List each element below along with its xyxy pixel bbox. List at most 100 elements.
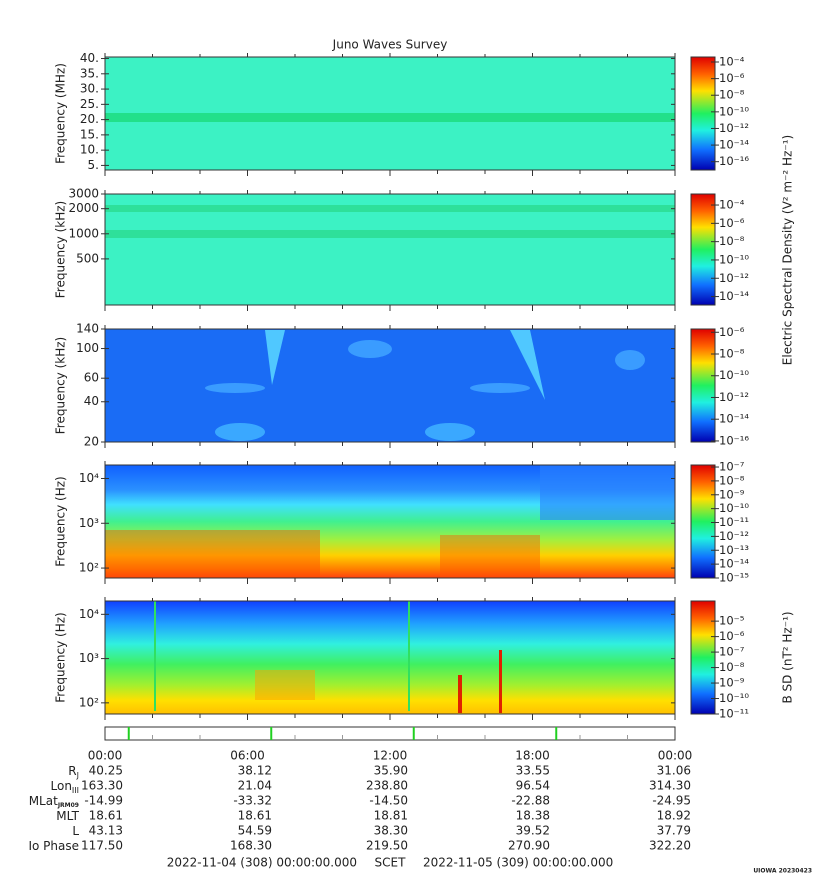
ephemeris-value: 40.25 bbox=[89, 764, 123, 778]
ephemeris-label-text: L bbox=[72, 824, 79, 838]
colorbar-tick-label: 10⁻⁸ bbox=[719, 88, 745, 102]
colorbar-tick-label: 10⁻¹⁴ bbox=[719, 138, 749, 152]
ephemeris-value: 314.30 bbox=[649, 779, 691, 793]
y-tick-label: 100 bbox=[76, 341, 99, 355]
ephemeris-value: 35.90 bbox=[374, 764, 408, 778]
y-tick-label: 30. bbox=[80, 82, 99, 96]
y-tick-label: 20. bbox=[80, 112, 99, 126]
ephemeris-value: 37.79 bbox=[657, 824, 691, 838]
colorbar-tick-label: 10⁻⁸ bbox=[719, 234, 745, 248]
colorbar-tick-label: 10⁻¹¹ bbox=[719, 707, 749, 721]
colorbar-tick-label: 10⁻⁹ bbox=[719, 676, 745, 690]
colorbar-frame bbox=[690, 464, 716, 579]
y-tick-label: 25. bbox=[80, 97, 99, 111]
colorbar-frame bbox=[690, 193, 716, 306]
ephemeris-value: -14.99 bbox=[84, 794, 123, 808]
ephemeris-value: 31.06 bbox=[657, 764, 691, 778]
ephemeris-value: -24.95 bbox=[652, 794, 691, 808]
colorbar-tick-label: 10⁻¹⁴ bbox=[719, 412, 749, 426]
colorbar-tick-label: 10⁻⁴ bbox=[719, 198, 745, 212]
colorbar-tick-label: 10⁻⁶ bbox=[719, 216, 745, 230]
y-tick-label: 2000 bbox=[68, 201, 99, 215]
colorbar-tick-label: 10⁻¹⁴ bbox=[719, 289, 749, 303]
colorbar-tick-label: 10⁻¹¹ bbox=[719, 515, 749, 529]
ephemeris-label-text: R bbox=[68, 764, 76, 778]
ephemeris-value: 18.61 bbox=[238, 809, 272, 823]
ephemeris-value: -33.32 bbox=[233, 794, 272, 808]
ephemeris-label: LonIII bbox=[51, 779, 80, 795]
y-axis-label: Frequency (MHz) bbox=[54, 63, 68, 164]
ephemeris-value: -14.50 bbox=[369, 794, 408, 808]
ephemeris-label: Io Phase bbox=[28, 839, 79, 853]
ephemeris-value: 43.13 bbox=[89, 824, 123, 838]
y-tick-label: 40 bbox=[84, 394, 99, 408]
ephemeris-value: 18.38 bbox=[516, 809, 550, 823]
ephemeris-label: MLT bbox=[56, 809, 79, 823]
colorbar-frame bbox=[690, 600, 716, 715]
colorbar-tick-label: 10⁻⁸ bbox=[719, 473, 745, 487]
colorbar-label: B SD (nT² Hz⁻¹) bbox=[781, 611, 795, 703]
ephemeris-value: 163.30 bbox=[81, 779, 123, 793]
ephemeris-value: 33.55 bbox=[516, 764, 550, 778]
y-tick-label: 35. bbox=[80, 66, 99, 80]
ephemeris-label: L bbox=[72, 824, 79, 838]
ephemeris-value: 54.59 bbox=[238, 824, 272, 838]
x-tick-label: 12:00 bbox=[373, 749, 408, 763]
colorbar-tick-label: 10⁻⁸ bbox=[719, 347, 745, 361]
colorbar-tick-label: 10⁻⁴ bbox=[719, 55, 745, 69]
ephemeris-label: MLatJRM09 bbox=[29, 794, 79, 809]
ephemeris-label-text: Io Phase bbox=[28, 839, 79, 853]
colorbar-tick-label: 10⁻¹⁵ bbox=[719, 571, 749, 585]
ephemeris-value: 38.12 bbox=[238, 764, 272, 778]
y-tick-label: 10³ bbox=[79, 516, 99, 530]
colorbars bbox=[691, 57, 715, 714]
colorbar-tick-label: 10⁻¹³ bbox=[719, 543, 749, 557]
ephemeris-value: 18.81 bbox=[374, 809, 408, 823]
ephemeris-value: 39.52 bbox=[516, 824, 550, 838]
colorbar-tick-label: 10⁻¹² bbox=[719, 529, 749, 543]
colorbar-tick-label: 10⁻¹⁰ bbox=[719, 252, 749, 266]
colorbar-frame bbox=[690, 56, 716, 171]
colorbar-tick-label: 10⁻⁷ bbox=[719, 645, 745, 659]
colorbar-tick-label: 10⁻⁸ bbox=[719, 660, 745, 674]
credit: UIOWA 20230423 bbox=[753, 868, 812, 875]
y-axis-label: Frequency (Hz) bbox=[54, 612, 68, 703]
colorbar-tick-label: 10⁻⁶ bbox=[719, 71, 745, 85]
ephemeris-label: RJ bbox=[68, 764, 79, 780]
y-tick-label: 15. bbox=[80, 127, 99, 141]
y-tick-label: 140 bbox=[76, 322, 99, 336]
y-tick-label: 5. bbox=[88, 158, 99, 172]
ephemeris-value: -22.88 bbox=[511, 794, 550, 808]
ephemeris-value: 18.92 bbox=[657, 809, 691, 823]
colorbar-tick-label: 10⁻¹² bbox=[719, 121, 749, 135]
colorbar-frame bbox=[690, 328, 716, 443]
y-tick-label: 10. bbox=[80, 143, 99, 157]
colorbar-tick-label: 10⁻⁷ bbox=[719, 460, 745, 474]
x-tick-label: 00:00 bbox=[658, 749, 693, 763]
colorbar-tick-label: 10⁻¹⁰ bbox=[719, 104, 749, 118]
ephemeris-label-sub: JRM09 bbox=[57, 802, 79, 809]
event-strip bbox=[104, 726, 676, 741]
colorbar-tick-label: 10⁻¹² bbox=[719, 271, 749, 285]
y-axis-label: Frequency (kHz) bbox=[54, 201, 68, 298]
y-axis-label: Frequency (kHz) bbox=[54, 337, 68, 434]
colorbar-tick-label: 10⁻¹⁰ bbox=[719, 368, 749, 382]
spectrogram-image bbox=[105, 57, 675, 714]
ephemeris-label-sub: III bbox=[72, 786, 79, 795]
ephemeris-value: 38.30 bbox=[374, 824, 408, 838]
ephemeris-value: 219.50 bbox=[366, 839, 408, 853]
x-tick-label: 06:00 bbox=[230, 749, 265, 763]
colorbar-tick-label: 10⁻⁹ bbox=[719, 487, 745, 501]
footer-start: 2022-11-04 (308) 00:00:00.000 bbox=[167, 856, 357, 870]
y-tick-label: 10² bbox=[79, 561, 99, 575]
y-tick-label: 10⁴ bbox=[79, 471, 99, 485]
y-tick-label: 40. bbox=[80, 51, 99, 65]
colorbar-tick-label: 10⁻¹⁶ bbox=[719, 433, 749, 447]
colorbar-tick-label: 10⁻¹⁰ bbox=[719, 501, 749, 515]
ephemeris-label-sub: J bbox=[76, 771, 79, 780]
colorbar-tick-label: 10⁻¹⁰ bbox=[719, 691, 749, 705]
ephemeris-value: 168.30 bbox=[230, 839, 272, 853]
ephemeris-value: 270.90 bbox=[508, 839, 550, 853]
ephemeris-value: 18.61 bbox=[89, 809, 123, 823]
